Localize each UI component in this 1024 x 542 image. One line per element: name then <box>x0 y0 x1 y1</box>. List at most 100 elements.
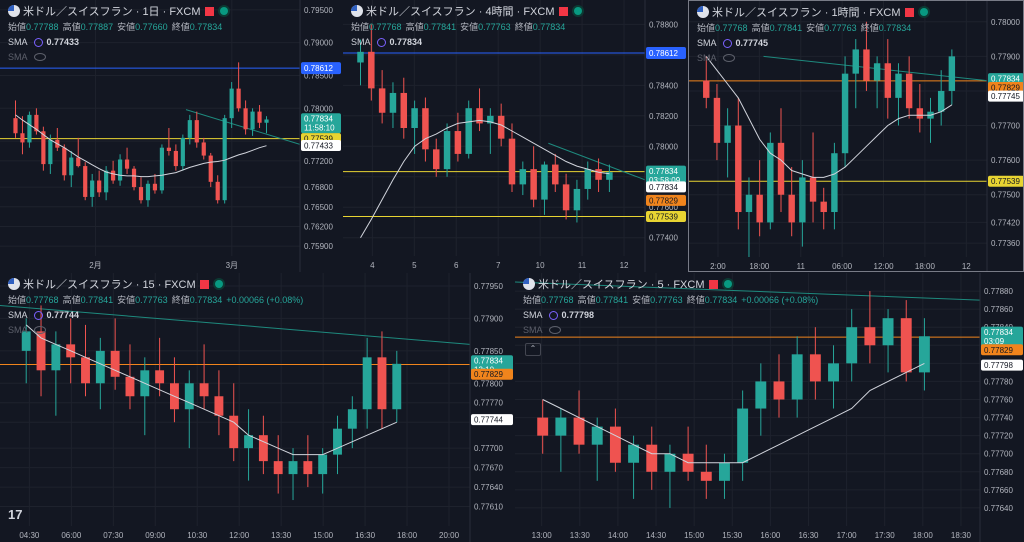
price-chart-m5[interactable]: 0.778800.778600.778400.778200.778000.777… <box>515 273 1024 542</box>
price-badge-text: 0.77745 <box>991 92 1020 101</box>
candle <box>820 201 827 213</box>
price-chart-h4[interactable]: 0.788000.786000.784000.782000.780000.778… <box>343 0 687 272</box>
candle <box>735 125 742 213</box>
hidden-eye-icon[interactable] <box>548 326 561 334</box>
candle <box>257 111 262 123</box>
trend-line[interactable] <box>515 281 981 301</box>
candle <box>719 462 730 481</box>
trend-line[interactable] <box>0 304 471 345</box>
price-axis-label: 0.77760 <box>984 396 1013 405</box>
candle <box>34 114 39 132</box>
price-chart-m15[interactable]: 0.77950 0.77900 0.77850 0.77800 0.77770 0.777… <box>0 273 514 542</box>
time-axis-label: 17:30 <box>875 531 896 540</box>
hidden-eye-icon[interactable] <box>33 326 46 334</box>
currency-flag-icon <box>8 278 20 290</box>
sma-legend-hidden[interactable]: SMA <box>523 325 561 335</box>
price-axis-label: 0.77680 <box>984 468 1013 477</box>
chart-panel-m5[interactable]: 0.778800.778600.778400.778200.778000.777… <box>515 273 1024 542</box>
chart-panel-m15[interactable]: 0.77950 0.77900 0.77850 0.77800 0.77770 0.777… <box>0 273 514 542</box>
flag-marker-icon[interactable] <box>199 280 209 289</box>
ohlc-value-low: 0.77763 <box>824 23 857 33</box>
candle <box>724 125 731 143</box>
candle <box>244 435 254 449</box>
sma-legend[interactable]: SMA 0.77744 <box>8 310 79 320</box>
candle <box>36 331 46 371</box>
candle <box>389 92 397 113</box>
price-badge-text: 0.77829 <box>991 83 1020 92</box>
sma-legend[interactable]: SMA 0.77834 <box>351 37 422 47</box>
ohlc-value-close: 0.77834 <box>532 22 566 32</box>
market-status-icon <box>723 280 732 288</box>
sma-legend-hidden[interactable]: SMA <box>8 52 46 62</box>
time-axis-label: 06:00 <box>61 531 82 540</box>
candle <box>21 331 31 351</box>
candle <box>846 327 858 364</box>
flag-marker-icon[interactable] <box>558 7 568 16</box>
candle <box>125 376 135 397</box>
collapse-legend-icon[interactable]: ⌃ <box>525 343 541 356</box>
price-axis-label: 0.78000 <box>991 18 1020 27</box>
hidden-eye-icon[interactable] <box>722 54 735 62</box>
sma-label: SMA <box>8 52 28 62</box>
candle <box>487 115 494 124</box>
candle <box>591 426 603 445</box>
time-axis-label: 5 <box>412 261 417 270</box>
chart-panel-daily[interactable]: 0.795000.790000.785000.780000.775000.772… <box>0 0 342 272</box>
price-axis-label: 0.77700 <box>474 444 503 453</box>
time-axis-label: 7 <box>496 261 501 270</box>
chart-title[interactable]: 米ドル／スイスフラン · 15 · FXCM <box>8 276 223 292</box>
chart-title[interactable]: 米ドル／スイスフラン · 5 · FXCM <box>523 276 732 292</box>
sma-legend[interactable]: SMA 0.77433 <box>8 37 79 47</box>
sma-legend-hidden[interactable]: SMA <box>697 53 735 63</box>
candle <box>519 169 527 185</box>
chart-title[interactable]: 米ドル／スイスフラン · 4時間 · FXCM <box>351 3 582 19</box>
sma-legend[interactable]: SMA 0.77745 <box>697 38 768 48</box>
candle <box>214 396 224 416</box>
price-label-text: 0.78612 <box>649 49 678 58</box>
indicator-settings-icon[interactable] <box>376 38 386 47</box>
price-badge-text: 0.77539 <box>649 213 678 222</box>
symbol-title: 米ドル／スイスフラン · 1時間 · FXCM <box>712 7 901 19</box>
sma-legend[interactable]: SMA 0.77798 <box>523 310 594 320</box>
price-chart-h1[interactable]: 0.780000.779000.778000.777000.776000.775… <box>689 1 1024 272</box>
candle <box>104 170 109 193</box>
indicator-settings-icon[interactable] <box>722 39 732 48</box>
candle <box>905 73 913 109</box>
candle <box>552 164 559 185</box>
price-badge-text: 0.77834 <box>991 75 1020 84</box>
candle <box>864 327 876 346</box>
ohlc-value-high: 0.77887 <box>80 22 114 32</box>
ohlc-value-low: 0.77763 <box>478 22 511 32</box>
trend-line[interactable] <box>185 109 301 145</box>
indicator-settings-icon[interactable] <box>33 38 43 47</box>
chart-panel-h1[interactable]: 0.780000.779000.778000.777000.776000.775… <box>688 0 1024 272</box>
hidden-eye-icon[interactable] <box>33 53 46 61</box>
price-axis-label: 0.76500 <box>304 203 333 212</box>
chart-title[interactable]: 米ドル／スイスフラン · 1時間 · FXCM <box>697 4 928 20</box>
candle <box>584 169 591 189</box>
price-badge-text: 0.77433 <box>304 142 333 151</box>
candle <box>357 51 364 63</box>
indicator-settings-icon[interactable] <box>548 311 558 320</box>
time-axis-label: 16:00 <box>760 531 781 540</box>
ohlc-values: 始値0.77768 高値0.77841 安値0.77763 終値0.77834 +0.0… <box>8 293 303 306</box>
candle <box>138 187 144 201</box>
time-axis-label: 15:00 <box>684 531 705 540</box>
flag-marker-icon[interactable] <box>904 8 914 17</box>
candle <box>918 336 930 373</box>
market-status-icon <box>919 8 928 16</box>
sma-line <box>542 362 925 464</box>
flag-marker-icon[interactable] <box>204 7 214 16</box>
flag-marker-icon[interactable] <box>708 280 718 289</box>
trend-line[interactable] <box>548 142 646 181</box>
candle <box>131 168 137 188</box>
indicator-settings-icon[interactable] <box>33 311 43 320</box>
sma-legend-hidden[interactable]: SMA <box>8 325 46 335</box>
price-axis-label: 0.76800 <box>304 183 333 192</box>
chart-title[interactable]: 米ドル／スイスフラン · 1日 · FXCM <box>8 3 228 19</box>
candle <box>828 363 839 382</box>
chart-panel-h4[interactable]: 0.788000.786000.784000.782000.780000.778… <box>343 0 687 272</box>
price-chart-daily[interactable]: 0.795000.790000.785000.780000.775000.772… <box>0 0 342 272</box>
sma-label: SMA <box>8 37 28 47</box>
candle <box>497 115 505 139</box>
